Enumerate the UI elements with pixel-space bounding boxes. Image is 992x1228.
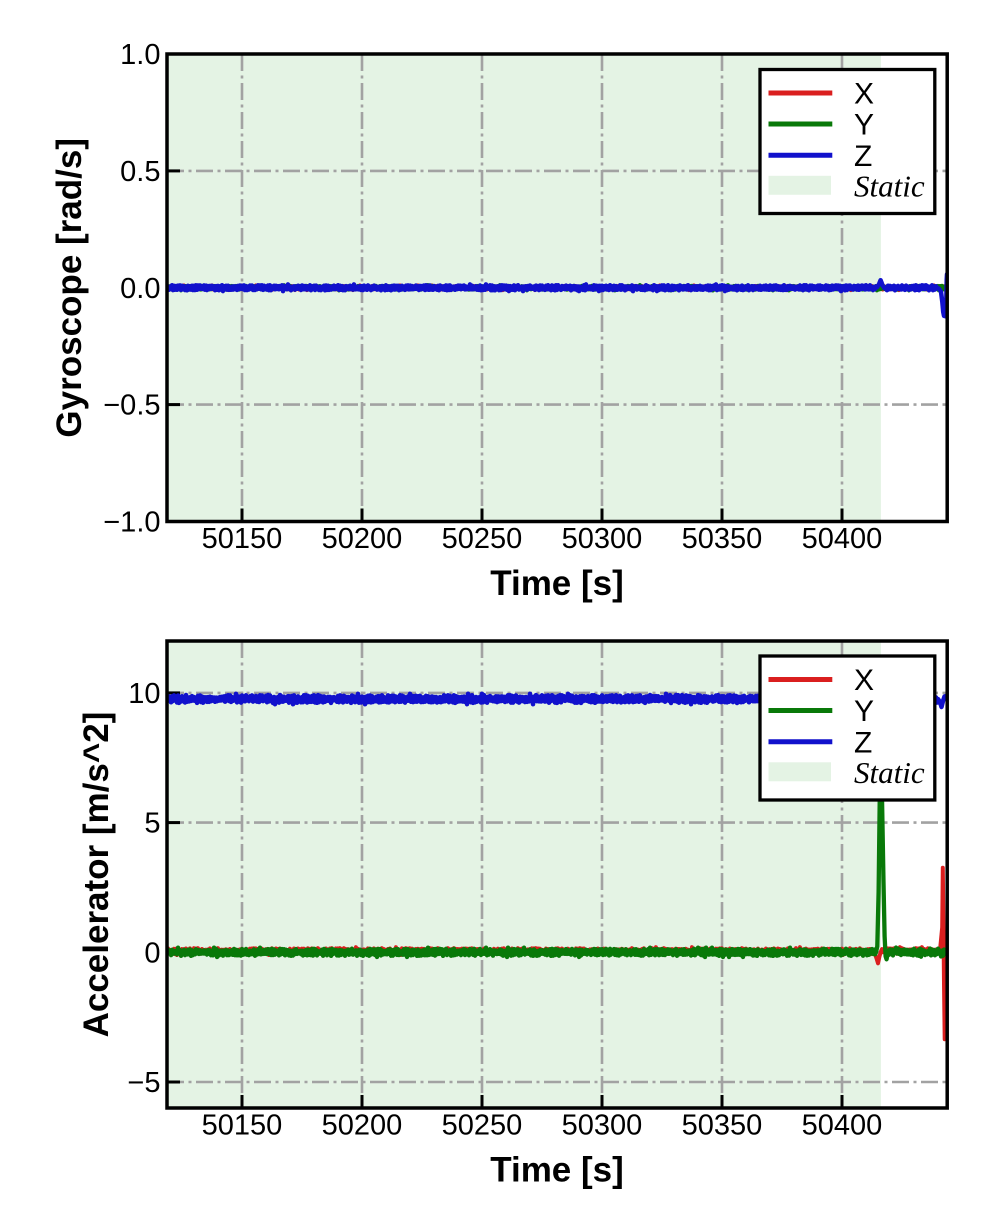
svg-text:Z: Z [854,140,872,173]
svg-text:50200: 50200 [322,523,403,555]
svg-text:10: 10 [128,678,160,710]
svg-text:1.0: 1.0 [120,39,160,71]
svg-text:50300: 50300 [562,523,643,555]
svg-text:50200: 50200 [322,1110,403,1142]
svg-text:−0.5: −0.5 [103,390,160,422]
svg-text:X: X [854,78,874,111]
svg-text:−5: −5 [127,1067,160,1099]
svg-text:50150: 50150 [202,523,283,555]
svg-text:0.5: 0.5 [120,156,160,188]
svg-text:50300: 50300 [562,1110,643,1142]
svg-text:Accelerator [m/s^2]: Accelerator [m/s^2] [77,712,116,1038]
svg-text:50250: 50250 [442,523,523,555]
svg-text:Y: Y [854,109,874,142]
svg-text:Gyroscope [rad/s]: Gyroscope [rad/s] [50,138,89,438]
svg-text:50150: 50150 [202,1110,283,1142]
svg-text:50400: 50400 [802,1110,883,1142]
svg-text:X: X [854,664,874,697]
svg-text:Static: Static [854,168,925,203]
svg-text:0.0: 0.0 [120,273,160,305]
svg-text:50350: 50350 [682,1110,763,1142]
svg-text:50250: 50250 [442,1110,523,1142]
svg-text:−1.0: −1.0 [103,507,160,539]
svg-text:Z: Z [854,726,872,759]
svg-text:Static: Static [854,755,925,790]
svg-text:5: 5 [144,808,160,840]
svg-text:50350: 50350 [682,523,763,555]
svg-text:Y: Y [854,695,874,728]
svg-text:50400: 50400 [802,523,883,555]
svg-text:0: 0 [144,937,160,969]
svg-text:Time [s]: Time [s] [490,1151,624,1190]
svg-text:Time [s]: Time [s] [490,564,624,603]
